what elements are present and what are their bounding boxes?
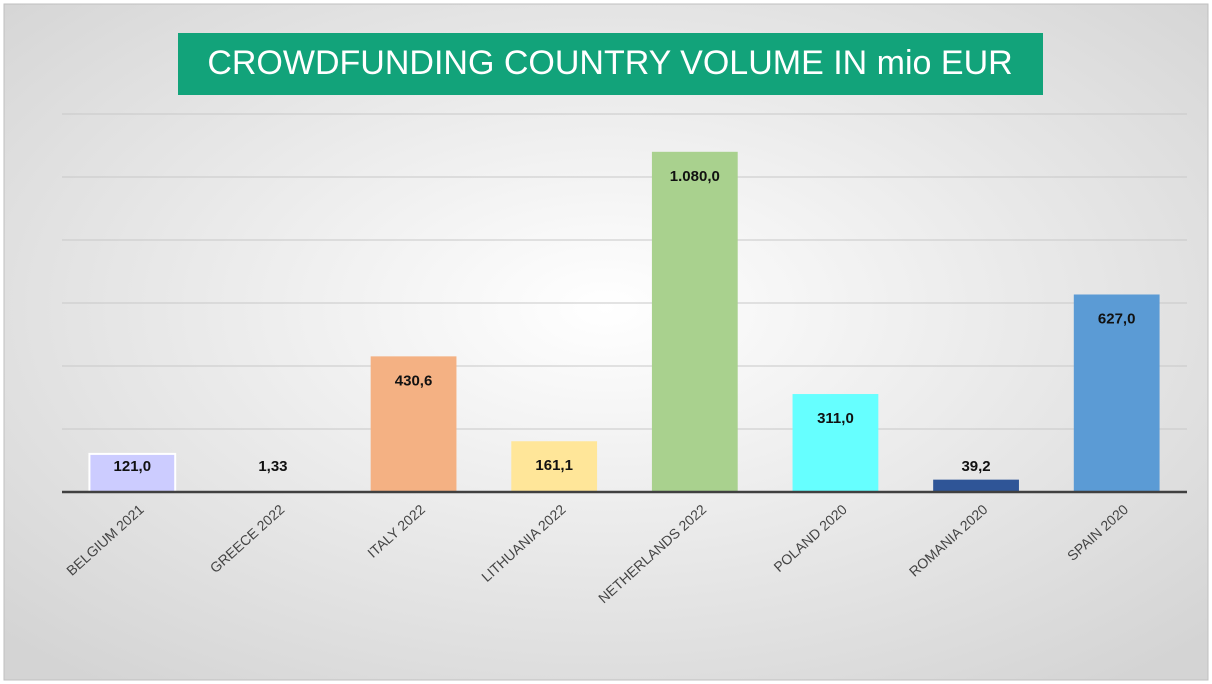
bar xyxy=(933,479,1019,492)
bar xyxy=(792,394,879,492)
chart-title: CROWDFUNDING COUNTRY VOLUME IN mio EUR xyxy=(207,44,1012,82)
bar xyxy=(651,151,738,493)
bar xyxy=(88,452,177,494)
value-label: 311,0 xyxy=(817,410,854,427)
value-label: 161,1 xyxy=(535,457,573,474)
value-label: 627,0 xyxy=(1098,310,1136,327)
bar xyxy=(511,441,598,492)
title-box xyxy=(178,33,1043,95)
value-label: 430,6 xyxy=(395,372,433,389)
value-label: 1.080,0 xyxy=(670,168,720,185)
bar xyxy=(1073,294,1160,492)
value-label: 39,2 xyxy=(961,458,990,475)
value-label: 1,33 xyxy=(258,458,287,475)
bar xyxy=(370,356,457,492)
chart-background xyxy=(3,3,1209,681)
value-label: 121,0 xyxy=(114,458,152,475)
